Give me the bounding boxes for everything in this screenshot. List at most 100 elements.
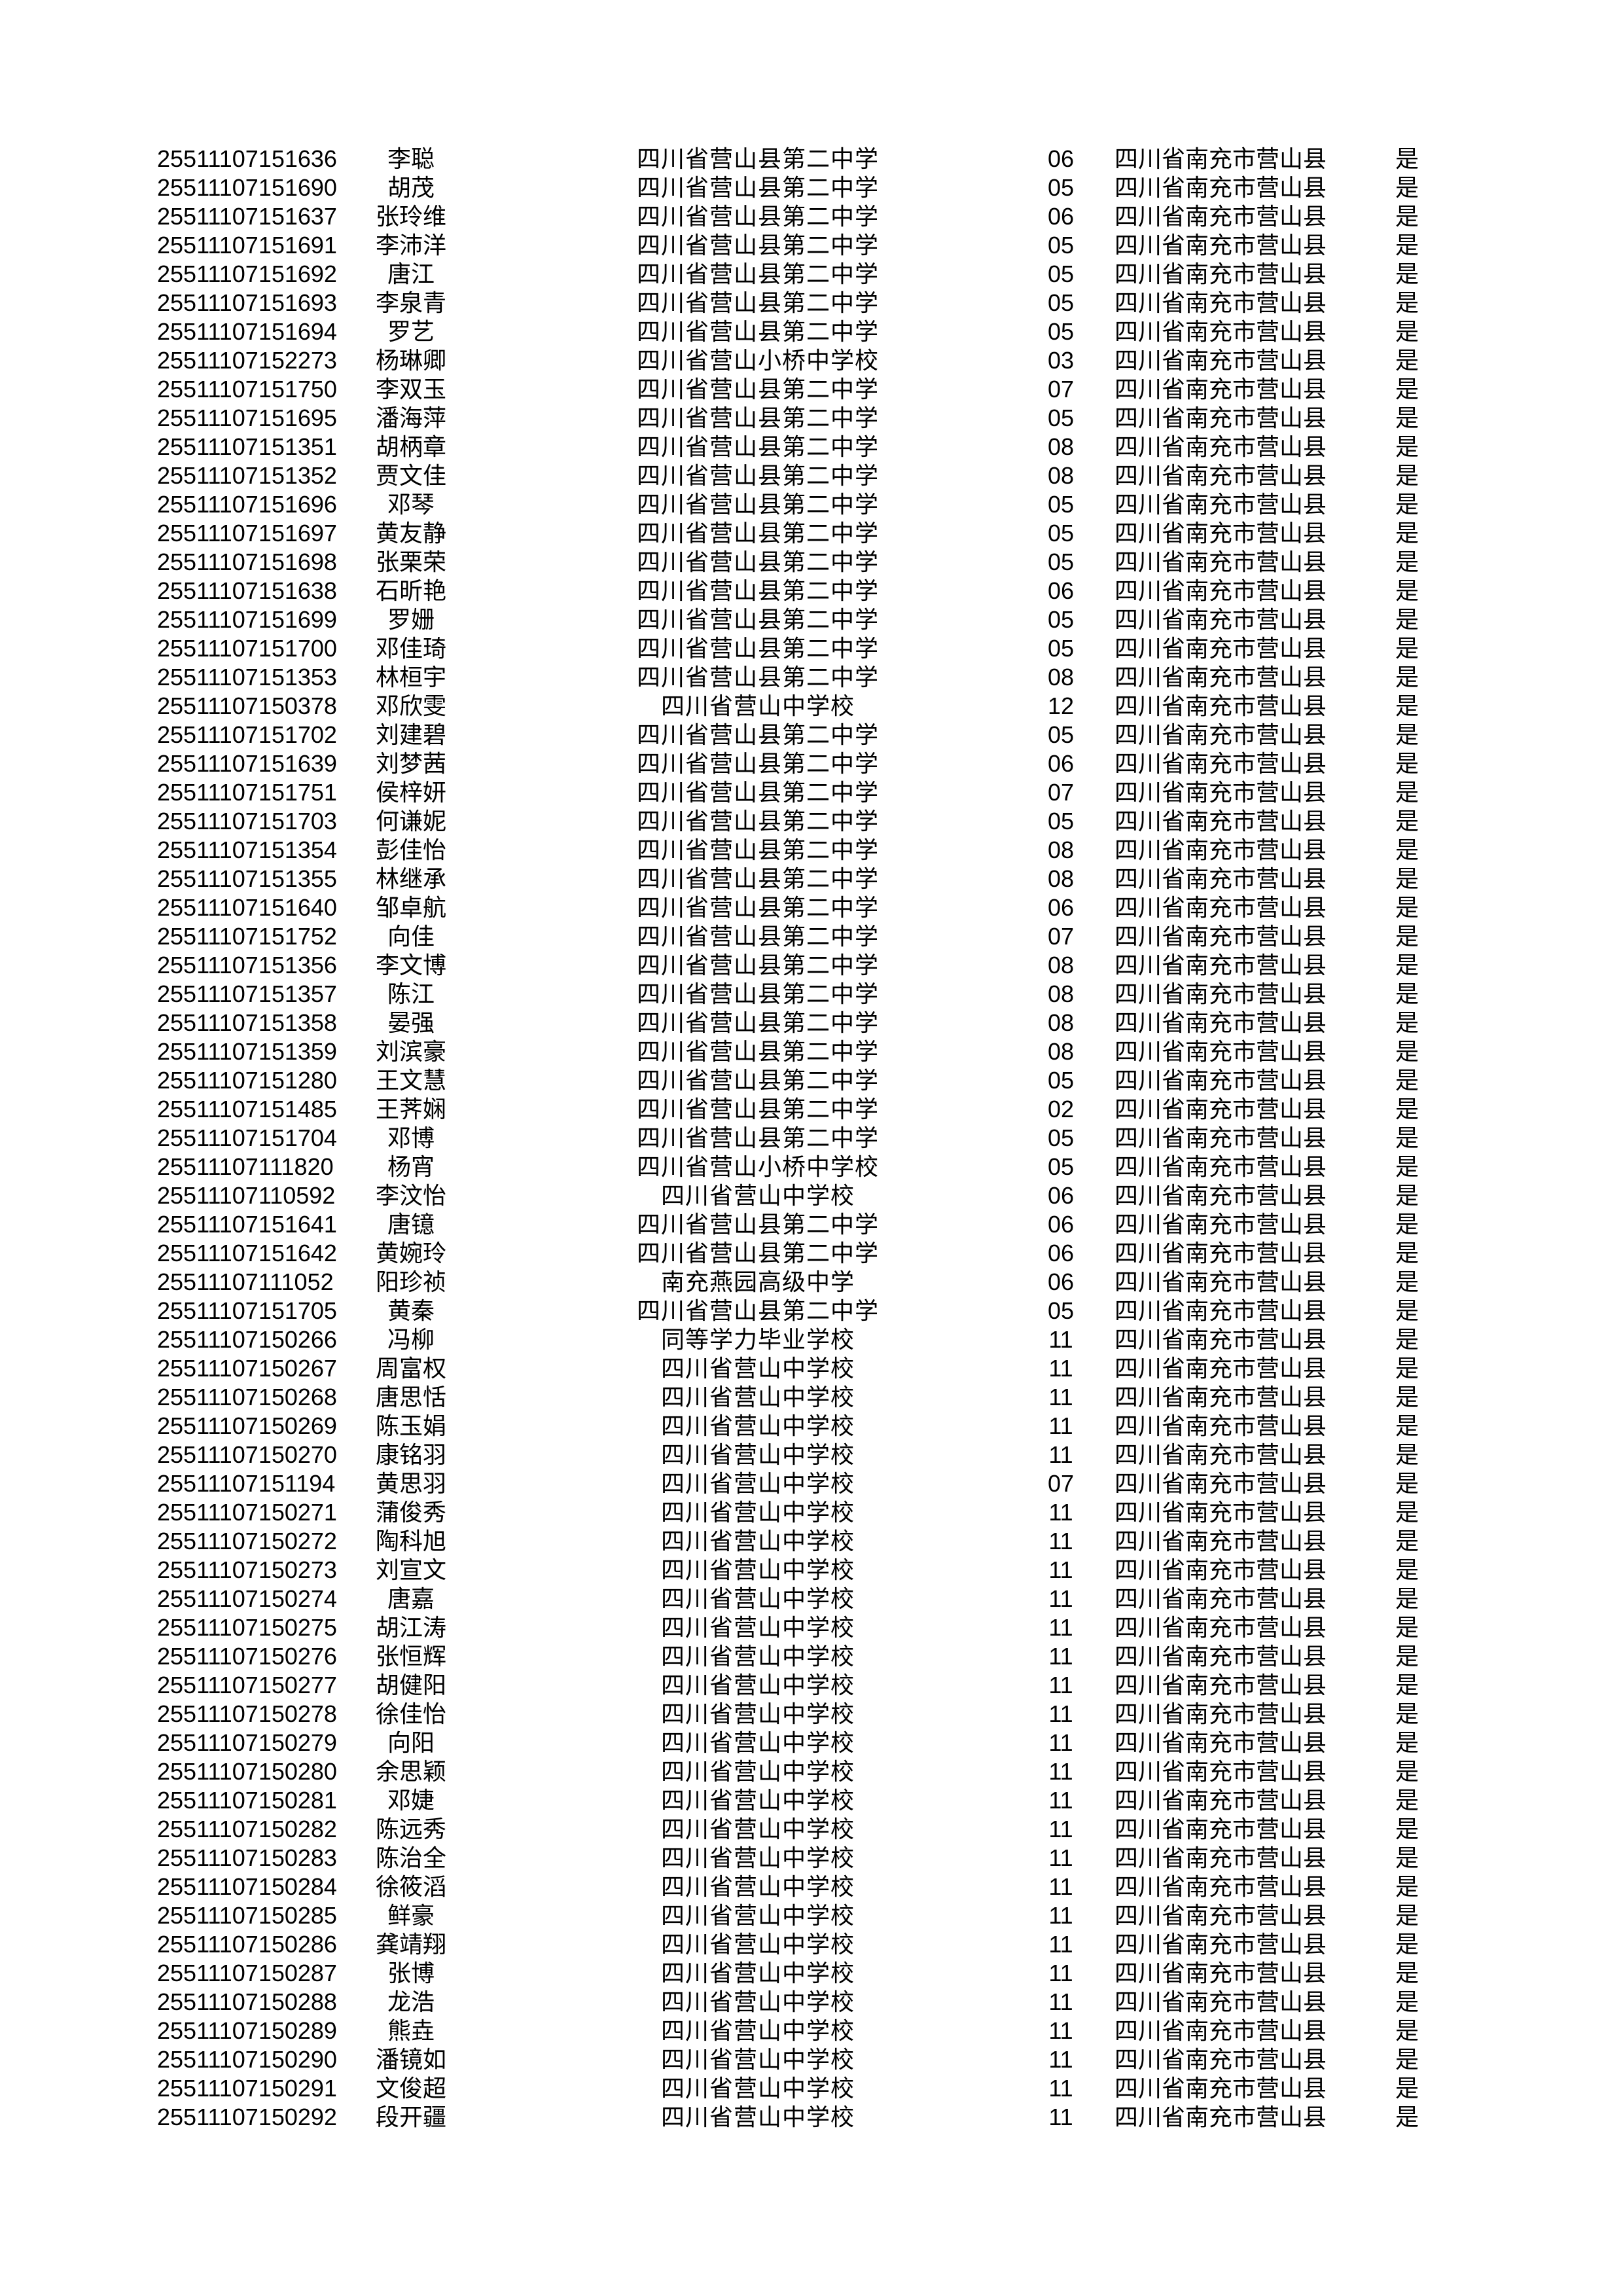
confirm-flag-cell: 是 (1395, 692, 1419, 719)
region-cell: 四川省南充市营山县 (1114, 606, 1327, 633)
exam-id-cell: 25511107151636 (157, 145, 337, 172)
region-cell: 四川省南充市营山县 (1114, 1124, 1327, 1151)
exam-id-cell: 25511107151280 (157, 1067, 337, 1094)
school-cell: 南充燕园高级中学 (660, 1268, 855, 1295)
exam-id-cell: 25511107152273 (157, 347, 337, 374)
code-cell: 08 (1047, 1009, 1075, 1036)
exam-id-cell: 25511107151194 (157, 1470, 336, 1497)
confirm-flag-cell: 是 (1395, 1470, 1419, 1497)
region-cell: 四川省南充市营山县 (1114, 1211, 1327, 1238)
table-row: 25511107151352 贾文佳 四川省营山县第二中学 08 四川省南充市营山县 是 (0, 461, 1623, 490)
region-cell: 四川省南充市营山县 (1114, 289, 1327, 316)
region-cell: 四川省南充市营山县 (1114, 1902, 1327, 1929)
confirm-flag-cell: 是 (1395, 1441, 1419, 1468)
exam-id-cell: 25511107150270 (157, 1441, 337, 1468)
table-row: 25511107150278 徐佳怡 四川省营山中学校 11 四川省南充市营山县 是 (0, 1700, 1623, 1729)
code-cell: 12 (1047, 692, 1075, 719)
region-cell: 四川省南充市营山县 (1114, 721, 1327, 748)
student-name-cell: 邓婕 (387, 1787, 435, 1814)
exam-id-cell: 25511107151638 (157, 577, 337, 604)
exam-id-cell: 25511107150269 (157, 1412, 337, 1439)
exam-id-cell: 25511107151642 (157, 1240, 337, 1266)
student-name-cell: 陈远秀 (375, 1816, 446, 1842)
exam-id-cell: 25511107111820 (157, 1153, 334, 1180)
school-cell: 四川省营山中学校 (660, 1614, 855, 1641)
region-cell: 四川省南充市营山县 (1114, 1729, 1327, 1756)
region-cell: 四川省南充市营山县 (1114, 1182, 1327, 1209)
region-cell: 四川省南充市营山县 (1114, 1268, 1327, 1295)
confirm-flag-cell: 是 (1395, 1326, 1419, 1353)
code-cell: 06 (1047, 750, 1075, 777)
school-cell: 四川省营山中学校 (660, 2046, 855, 2073)
school-cell: 四川省营山中学校 (660, 1816, 855, 1842)
table-row: 25511107151695 潘海萍 四川省营山县第二中学 05 四川省南充市营山县 是 (0, 404, 1623, 433)
student-name-cell: 鲜豪 (387, 1902, 435, 1929)
region-cell: 四川省南充市营山县 (1114, 520, 1327, 547)
confirm-flag-cell: 是 (1395, 1528, 1419, 1554)
code-cell: 08 (1047, 433, 1075, 460)
code-cell: 02 (1047, 1096, 1075, 1122)
exam-id-cell: 25511107151352 (157, 462, 337, 489)
student-name-cell: 晏强 (387, 1009, 435, 1036)
student-name-cell: 李双玉 (375, 376, 446, 403)
exam-id-cell: 25511107150280 (157, 1758, 337, 1785)
student-name-cell: 罗姗 (387, 606, 435, 633)
table-row: 25511107151700 邓佳琦 四川省营山县第二中学 05 四川省南充市营山县 是 (0, 634, 1623, 663)
region-cell: 四川省南充市营山县 (1114, 1384, 1327, 1410)
student-name-cell: 刘宣文 (375, 1556, 446, 1583)
region-cell: 四川省南充市营山县 (1114, 1009, 1327, 1036)
region-cell: 四川省南充市营山县 (1114, 1672, 1327, 1698)
confirm-flag-cell: 是 (1395, 1556, 1419, 1583)
table-row: 25511107151704 邓博 四川省营山县第二中学 05 四川省南充市营山县 是 (0, 1124, 1623, 1153)
school-cell: 四川省营山中学校 (660, 1643, 855, 1670)
student-name-cell: 余思颖 (375, 1758, 446, 1785)
table-row: 25511107151693 李泉青 四川省营山县第二中学 05 四川省南充市营山县 是 (0, 289, 1623, 317)
exam-id-cell: 25511107150286 (157, 1931, 337, 1958)
confirm-flag-cell: 是 (1395, 1297, 1419, 1324)
student-name-cell: 张恒辉 (375, 1643, 446, 1670)
exam-id-cell: 25511107151698 (157, 548, 337, 575)
table-row: 25511107150272 陶科旭 四川省营山中学校 11 四川省南充市营山县 是 (0, 1527, 1623, 1556)
region-cell: 四川省南充市营山县 (1114, 1931, 1327, 1958)
region-cell: 四川省南充市营山县 (1114, 1470, 1327, 1497)
table-row: 25511107110592 李汶怡 四川省营山中学校 06 四川省南充市营山县 是 (0, 1181, 1623, 1210)
student-name-cell: 贾文佳 (375, 462, 446, 489)
confirm-flag-cell: 是 (1395, 1844, 1419, 1871)
table-row: 25511107151696 邓琴 四川省营山县第二中学 05 四川省南充市营山县 是 (0, 490, 1623, 519)
confirm-flag-cell: 是 (1395, 1211, 1419, 1238)
student-name-cell: 李沛洋 (375, 232, 446, 259)
code-cell: 11 (1048, 2075, 1073, 2102)
exam-id-cell: 25511107150268 (157, 1384, 337, 1410)
school-cell: 四川省营山县第二中学 (636, 491, 879, 518)
exam-id-cell: 25511107151639 (157, 750, 337, 777)
region-cell: 四川省南充市营山县 (1114, 1499, 1327, 1526)
table-row: 25511107151750 李双玉 四川省营山县第二中学 07 四川省南充市营山县 是 (0, 375, 1623, 404)
student-name-cell: 唐镱 (387, 1211, 435, 1238)
exam-id-cell: 25511107150287 (157, 1960, 337, 1986)
school-cell: 四川省营山中学校 (660, 1556, 855, 1583)
code-cell: 08 (1047, 664, 1075, 691)
code-cell: 08 (1047, 865, 1075, 892)
school-cell: 四川省营山县第二中学 (636, 520, 879, 547)
school-cell: 四川省营山县第二中学 (636, 1297, 879, 1324)
table-row: 25511107111052 阳珍祯 南充燕园高级中学 06 四川省南充市营山县 是 (0, 1268, 1623, 1297)
table-row: 25511107150269 陈玉娟 四川省营山中学校 11 四川省南充市营山县 是 (0, 1412, 1623, 1441)
code-cell: 05 (1047, 289, 1075, 316)
table-row: 25511107150270 康铭羽 四川省营山中学校 11 四川省南充市营山县 是 (0, 1441, 1623, 1469)
exam-id-cell: 25511107150272 (157, 1528, 337, 1554)
region-cell: 四川省南充市营山县 (1114, 2046, 1327, 2073)
confirm-flag-cell: 是 (1395, 923, 1419, 950)
school-cell: 四川省营山县第二中学 (636, 318, 879, 345)
code-cell: 05 (1047, 174, 1075, 201)
student-name-cell: 林继承 (375, 865, 446, 892)
code-cell: 08 (1047, 462, 1075, 489)
exam-id-cell: 25511107150290 (157, 2046, 337, 2073)
exam-id-cell: 25511107151640 (157, 894, 337, 921)
code-cell: 11 (1048, 1931, 1073, 1958)
exam-id-cell: 25511107111052 (157, 1268, 334, 1295)
table-row: 25511107150282 陈远秀 四川省营山中学校 11 四川省南充市营山县 是 (0, 1815, 1623, 1844)
code-cell: 05 (1047, 404, 1075, 431)
student-name-cell: 张玲维 (375, 203, 446, 230)
region-cell: 四川省南充市营山县 (1114, 894, 1327, 921)
exam-id-cell: 25511107151354 (157, 836, 337, 863)
